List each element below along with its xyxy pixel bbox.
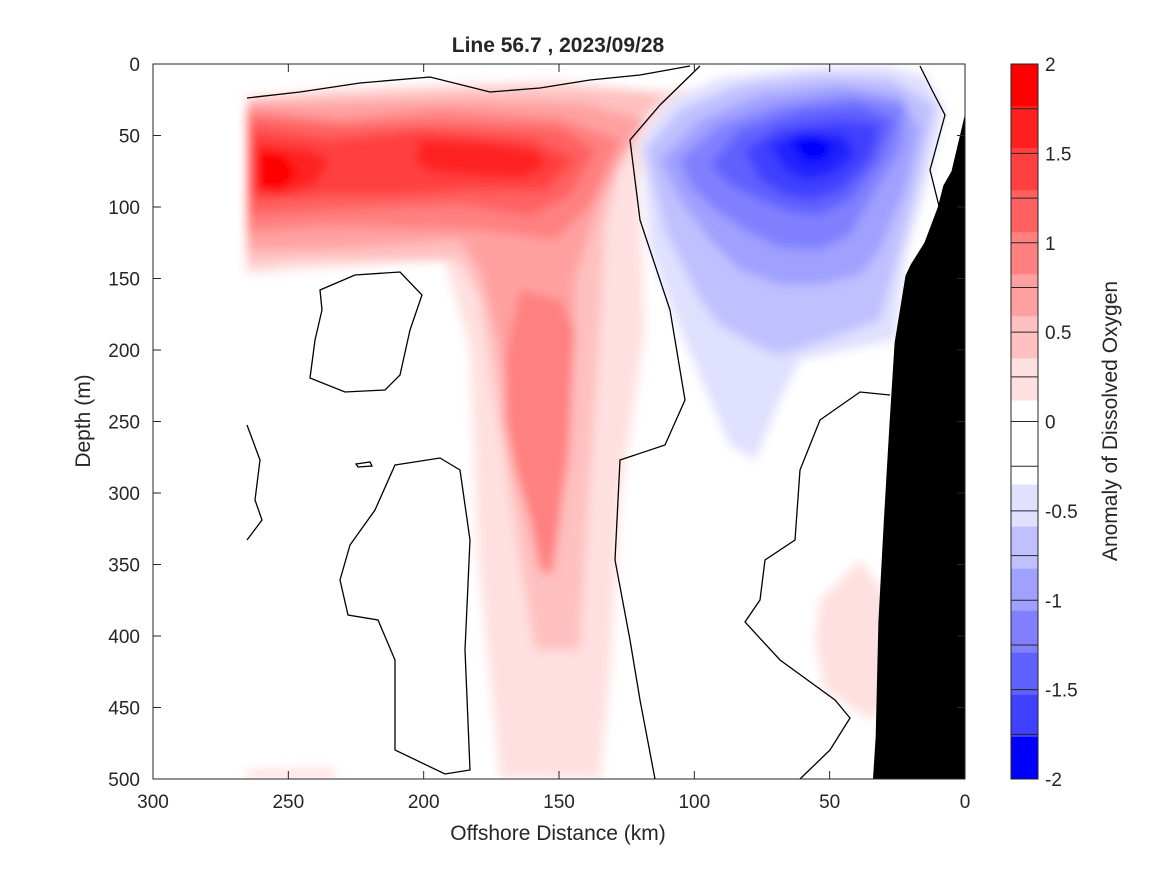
colorbar-segment: [1011, 442, 1038, 486]
colorbar: 2 1.5 1 0.5 0 -0.5 -1 -1.5 -2: [1010, 55, 1078, 791]
y-axis-label: Depth (m): [72, 374, 95, 467]
colorbar-tick-label: 0: [1045, 413, 1056, 434]
colorbar-tick-label: -1: [1045, 591, 1062, 612]
zero-contour-loop-west: [309, 271, 423, 393]
colorbar-segment: [1011, 526, 1038, 570]
chart-title: Line 56.7 , 2023/09/28: [452, 34, 665, 57]
y-tick-label: 0: [129, 55, 140, 76]
zero-contour-near-shore-deep: [744, 391, 891, 779]
y-tick-label: 150: [108, 270, 140, 291]
bathymetry: [873, 64, 965, 779]
zero-contour-coastal-front: [614, 65, 701, 779]
colorbar-segment: [1011, 568, 1038, 612]
y-tick-label: 350: [108, 556, 140, 577]
x-axis: 300 250 200 150 100 50 0: [137, 64, 970, 813]
y-tick-label: 300: [108, 484, 140, 505]
colorbar-tick-label: -2: [1045, 770, 1062, 791]
colorbar-segment: [1011, 736, 1038, 780]
x-tick-label: 200: [408, 792, 440, 813]
contour-band-pos-2: [258, 150, 298, 190]
colorbar-tick-label: 1: [1045, 234, 1056, 255]
y-tick-label: 400: [108, 627, 140, 648]
colorbar-segment: [1011, 484, 1038, 528]
x-tick-label: 0: [960, 792, 971, 813]
y-tick-label: 100: [108, 198, 140, 219]
y-tick-label: 50: [119, 127, 140, 148]
colorbar-tick-label: 0.5: [1045, 323, 1071, 344]
colorbar-label: Anomaly of Dissolved Oxygen: [1099, 281, 1122, 561]
x-tick-label: 300: [137, 792, 169, 813]
contour-band-pos-nearshore: [815, 560, 890, 720]
colorbar-tick-label: -1.5: [1045, 681, 1078, 702]
colorbar-tick-label: -0.5: [1045, 502, 1078, 523]
colorbar-segment: [1011, 610, 1038, 654]
y-axis: 0 50 100 150 200 250 300 350 400 450 500: [108, 55, 965, 791]
contour-band-pos-deep-tongue-core: [505, 290, 575, 575]
contour-band-pos-1-75: [255, 140, 548, 195]
colorbar-segment: [1011, 232, 1038, 275]
zero-contour-surface: [246, 65, 691, 99]
y-tick-label: 200: [108, 341, 140, 362]
colorbar-segment: [1011, 358, 1038, 401]
plot-area: [153, 64, 965, 779]
y-tick-label: 250: [108, 413, 140, 434]
colorbar-tick-label: 1.5: [1045, 144, 1071, 165]
x-axis-label: Offshore Distance (km): [450, 822, 666, 845]
colorbar-segment: [1011, 64, 1038, 107]
colorbar-segment: [1011, 652, 1038, 696]
zero-contour-blob-small: [354, 461, 374, 468]
x-tick-label: 50: [819, 792, 840, 813]
colorbar-tick-label: 2: [1045, 55, 1056, 76]
colorbar-segment: [1011, 190, 1038, 233]
zero-contour-loop-south: [339, 457, 471, 775]
x-tick-label: 150: [543, 792, 575, 813]
y-tick-label: 450: [108, 699, 140, 720]
colorbar-segment: [1011, 316, 1038, 359]
colorbar-segment: [1011, 694, 1038, 738]
y-tick-label: 500: [108, 770, 140, 791]
colorbar-segment: [1011, 274, 1038, 317]
contour-band-neg-2: [790, 135, 835, 162]
x-tick-label: 250: [272, 792, 304, 813]
colorbar-segment: [1011, 106, 1038, 149]
contour-band-pos-bottom: [247, 768, 340, 779]
x-tick-label: 100: [678, 792, 710, 813]
colorbar-segment: [1011, 148, 1038, 191]
zero-contour-edge-west: [246, 424, 263, 541]
